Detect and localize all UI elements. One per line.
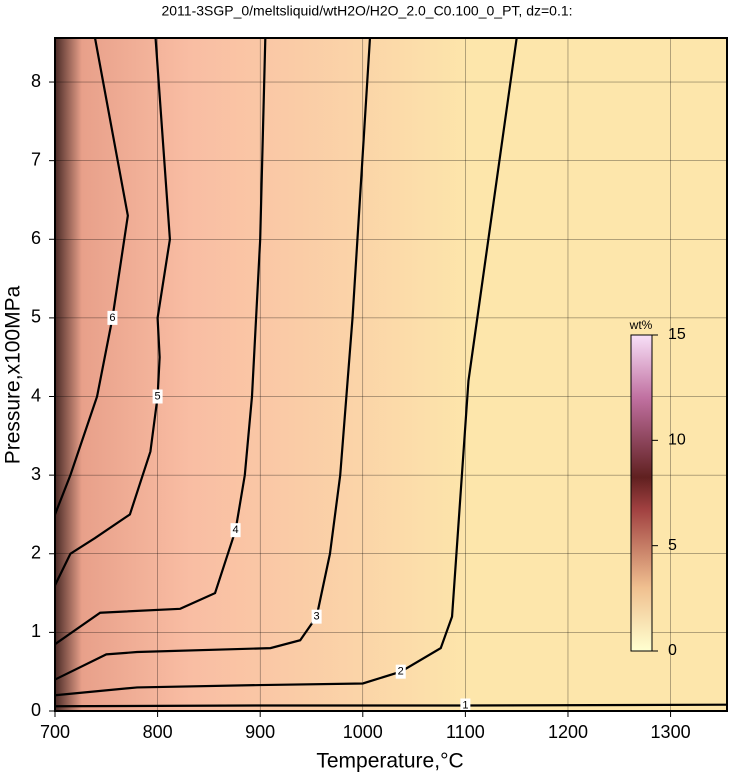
contour-label-box (395, 664, 406, 679)
y-tick-label: 6 (31, 228, 41, 248)
x-tick-label: 1200 (548, 722, 588, 742)
contours: 1 2 3 4 5 6 (53, 37, 728, 713)
contour-label-box (460, 698, 471, 713)
contour-label: 4 (233, 524, 239, 536)
y-tick-label: 3 (31, 464, 41, 484)
contour-label: 6 (109, 312, 115, 324)
colorbar (630, 334, 653, 652)
x-tick-label: 1000 (343, 722, 383, 742)
x-tick-label: 1100 (446, 722, 485, 742)
colorbar-tick-label: 0 (668, 642, 677, 659)
x-axis-label: Temperature,°C (316, 750, 463, 773)
contour-line (53, 37, 129, 515)
x-tick-label: 800 (143, 722, 173, 742)
colorbar-tick-label: 10 (668, 432, 686, 449)
contour-line (54, 37, 172, 586)
x-tick-label: 900 (245, 722, 275, 742)
y-axis-label: Pressure,x100MPa (2, 285, 25, 464)
contour-label: 3 (314, 611, 320, 623)
contour-label-box (107, 310, 118, 325)
contour-line (54, 703, 728, 708)
x-tick-label: 1300 (651, 722, 691, 742)
y-tick-label: 2 (31, 543, 41, 563)
y-tick-label: 5 (31, 307, 41, 327)
contour-label-box (230, 523, 241, 538)
y-tick-label: 1 (31, 621, 41, 641)
colorbar-label: wt% (629, 318, 653, 332)
x-tick-label: 700 (40, 722, 70, 742)
y-tick-label: 8 (31, 71, 41, 91)
y-tick-label: 4 (31, 385, 41, 405)
contour-label-box (152, 389, 163, 404)
contour-line (54, 37, 372, 681)
plot-background (55, 38, 727, 711)
contour-label: 5 (155, 390, 161, 402)
contour-label: 2 (398, 666, 404, 678)
y-tick-label: 0 (31, 700, 41, 720)
colorbar-tick-label: 5 (668, 537, 677, 554)
y-tick-label: 7 (31, 149, 41, 169)
colorbar-tick-label: 15 (668, 326, 686, 343)
contour-label-box (311, 609, 322, 624)
contour-label: 1 (462, 699, 468, 711)
chart-title: 2011-3SGP_0/meltsliquid/wtH2O/H2O_2.0_C0… (161, 3, 572, 19)
plot-frame (54, 37, 728, 712)
